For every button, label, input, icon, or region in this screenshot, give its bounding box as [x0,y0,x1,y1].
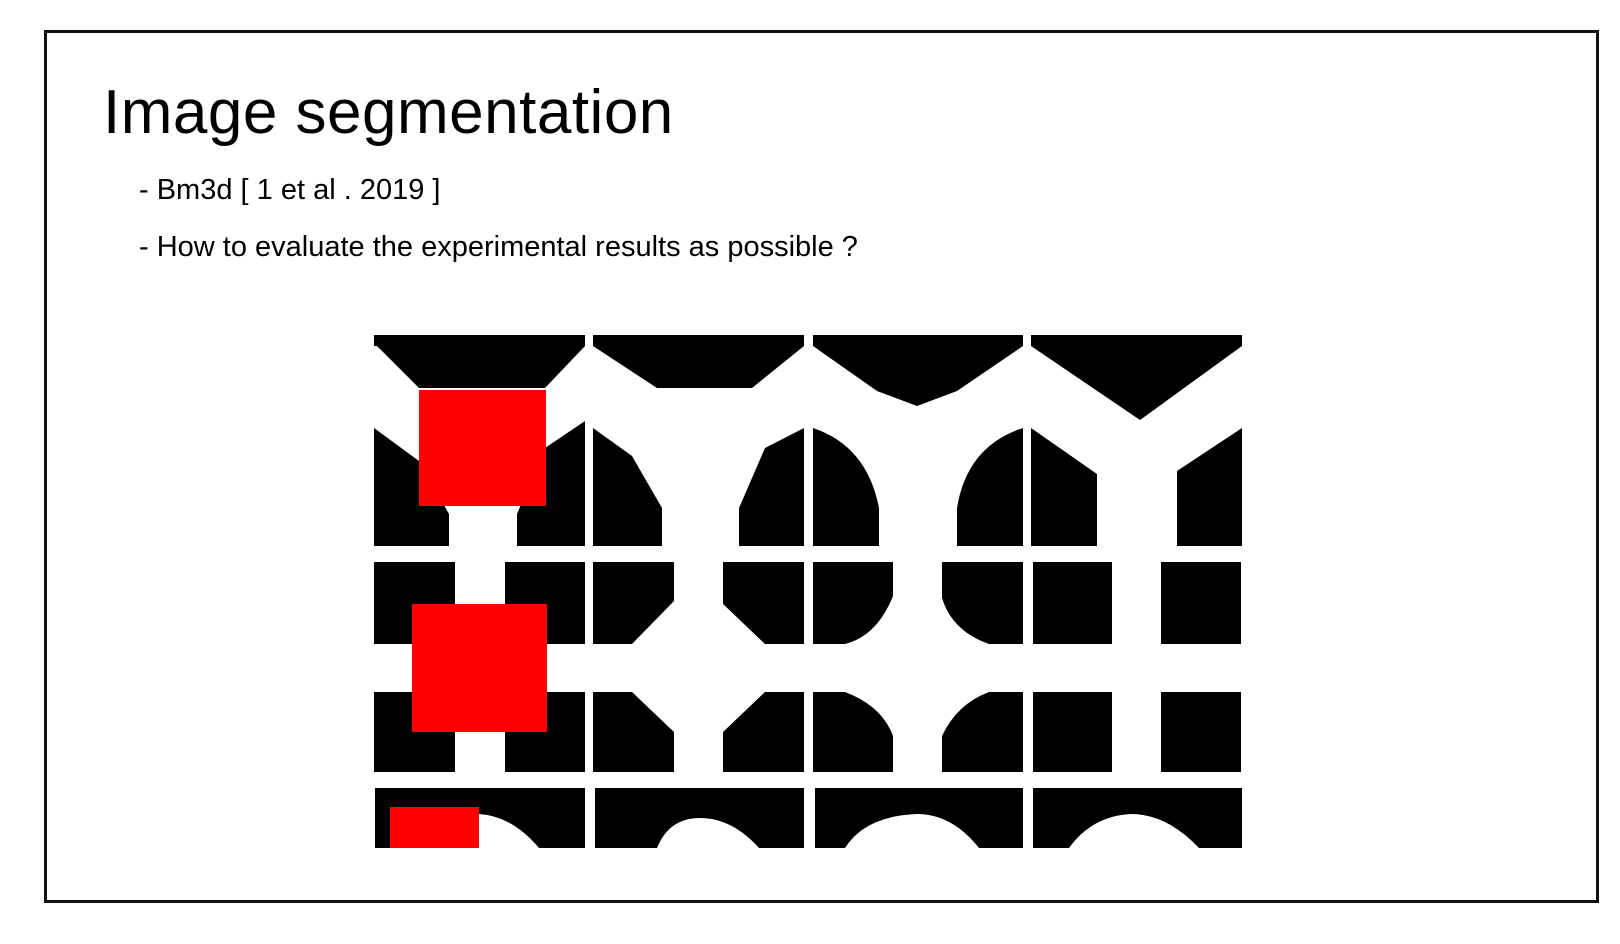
tile-row2-col2 [593,562,804,644]
segmentation-figure [374,334,1292,870]
segmentation-grid-image [374,334,1292,870]
tile-row2-col3 [813,562,1023,644]
bullet-item-reference: - Bm3d [ 1 et al . 2019 ] [139,174,441,206]
tile-row1-col4 [1031,335,1242,546]
highlight-box-2 [412,604,547,732]
tile-row3-col4 [1033,692,1241,772]
tile-row1-col3 [813,335,1023,546]
slide: Image segmentation - Bm3d [ 1 et al . 20… [44,30,1599,903]
tile-row4-col3 [815,788,1023,848]
tile-row2-col4 [1033,562,1241,644]
tile-row1-col1 [374,335,585,546]
tile-row4-col4 [1033,788,1242,848]
tile-row3-col2 [593,692,804,772]
tile-row1-col2 [593,335,804,546]
bullet-item-question: - How to evaluate the experimental resul… [139,231,858,263]
tile-row4-col2 [595,788,804,848]
highlight-box-1 [419,390,546,506]
slide-title: Image segmentation [103,78,674,147]
highlight-box-3 [390,807,479,848]
tile-row3-col3 [813,692,1023,772]
bullet-list: - Bm3d [ 1 et al . 2019 ] - How to evalu… [139,173,858,287]
